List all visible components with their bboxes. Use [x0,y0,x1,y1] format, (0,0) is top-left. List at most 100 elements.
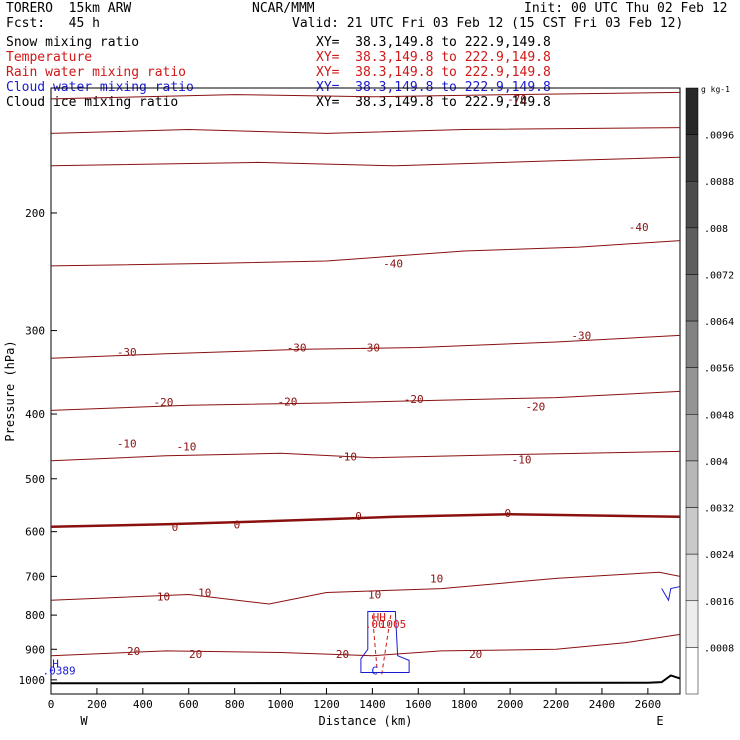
annotation-label: .0389 [42,664,75,677]
y-tick-label: 800 [25,609,45,622]
x-tick-label: 200 [87,698,107,711]
terrain-line [50,674,681,685]
temperature-label: 10 [157,590,170,603]
west-label: W [80,714,88,728]
temperature-label: -10 [177,440,197,453]
colorbar-tick-label: .0008 [704,643,734,654]
colorbar-tick-label: .0032 [704,504,734,515]
x-tick-label: 1400 [359,698,386,711]
colorbar-unit: g kg-1 [701,85,730,94]
forecast-label: Fcst: 45 h [6,16,100,31]
y-tick-label: 500 [25,473,45,486]
temperature-contour-0 [50,512,681,529]
temperature-label: 20 [127,645,140,658]
x-tick-label: 400 [133,698,153,711]
annotation-label: HH [373,611,386,624]
colorbar-swatch [685,274,699,322]
temperature-contour--60 [50,127,681,134]
colorbar-tick-label: .004 [704,457,728,468]
annotation-label: C [371,664,378,677]
x-tick-label: 2400 [589,698,616,711]
legend-cloudice-name: Cloud ice mixing ratio [6,95,179,110]
temperature-label: 20 [469,648,482,661]
temperature-label: -10 [337,450,357,463]
temperature-label: -70 [507,93,527,106]
colorbar-swatch [685,87,699,135]
temperature-label: 0 [355,510,362,523]
annotation-label: 1005 [380,618,407,631]
colorbar-tick-label: .0088 [704,177,734,188]
x-tick-label: 2000 [497,698,524,711]
legend-snow-name: Snow mixing ratio [6,35,140,50]
legend-snow-xy: XY= 38.3,149.8 to 222.9,149.8 [316,35,551,50]
colorbar-tick-label: .008 [704,224,728,235]
cloud-water-contour [360,610,410,674]
x-tick-label: 800 [225,698,245,711]
x-tick-label: 2200 [543,698,570,711]
temperature-label: 0 [234,518,241,531]
x-tick-label: 600 [179,698,199,711]
x-tick-label: 2600 [635,698,662,711]
colorbar-swatch [685,553,699,602]
temperature-contour--40 [50,240,681,267]
colorbar-swatch [685,134,699,182]
y-tick-label: 300 [25,325,45,338]
colorbar-tick-label: .0048 [704,410,734,421]
temperature-label: 0 [172,521,179,534]
plot-frame [50,87,681,695]
legend-cloudwater-name: Cloud water mixing ratio [6,80,194,95]
temperature-label: -40 [629,221,649,234]
x-tick-label: 1800 [451,698,478,711]
colorbar-tick-label: .0024 [704,550,734,561]
temperature-contour--30 [50,334,681,359]
colorbar-swatch [685,460,699,508]
y-tick-label: 900 [25,643,45,656]
colorbar-tick-label: .0072 [704,270,734,281]
temperature-label: -30 [287,341,307,354]
temperature-label: 20 [189,648,202,661]
temperature-label: -20 [278,395,298,408]
x-tick-label: 1200 [313,698,340,711]
legend-rain-name: Rain water mixing ratio [6,65,187,80]
colorbar-tick-label: .0016 [704,597,734,608]
x-tick-label: 1000 [267,698,294,711]
colorbar-swatch [685,367,699,415]
temperature-contour--70 [50,91,681,100]
temperature-contour--10 [50,450,681,462]
y-tick-label: 1000 [19,674,46,687]
temperature-label: -30 [117,346,137,359]
annotation-label: .00 [365,618,385,631]
y-tick-label: 200 [25,207,45,220]
colorbar-swatch [685,507,699,555]
x-tick-label: 1600 [405,698,432,711]
temperature-label: 20 [336,648,349,661]
temperature-contour-20 [50,633,681,657]
valid-label: Valid: 21 UTC Fri 03 Feb 12 (15 CST Fri … [292,16,684,31]
temperature-contour-10 [50,571,681,605]
init-label: Init: 00 UTC Thu 02 Feb 12 [524,1,728,16]
legend-temperature-name: Temperature [6,50,93,65]
legend-cloudice-xy: XY= 38.3,149.8 to 222.9,149.8 [316,95,551,110]
model-label: TORERO 15km ARW [6,1,132,16]
temperature-label: 10 [430,572,443,585]
cloud-water-contour-east [661,586,681,602]
temperature-label: -30 [360,341,380,354]
temperature-label: -30 [571,329,591,342]
temperature-label: 10 [368,588,381,601]
temperature-label: -20 [154,396,174,409]
center-label: NCAR/MMM [252,1,315,16]
annotation-label: H [52,657,59,670]
legend-temperature-xy: XY= 38.3,149.8 to 222.9,149.8 [316,50,551,65]
east-label: E [656,714,663,728]
temperature-label: -20 [525,401,545,414]
rain-plume [371,615,392,676]
temperature-contour--20 [50,390,681,411]
legend-rain-xy: XY= 38.3,149.8 to 222.9,149.8 [316,65,551,80]
colorbar-tick-label: .0056 [704,364,734,375]
x-tick-label: 0 [48,698,55,711]
colorbar-tick-label: .0064 [704,317,734,328]
colorbar-swatch [685,600,699,648]
colorbar-swatch [685,227,699,275]
colorbar-swatch [685,320,699,368]
